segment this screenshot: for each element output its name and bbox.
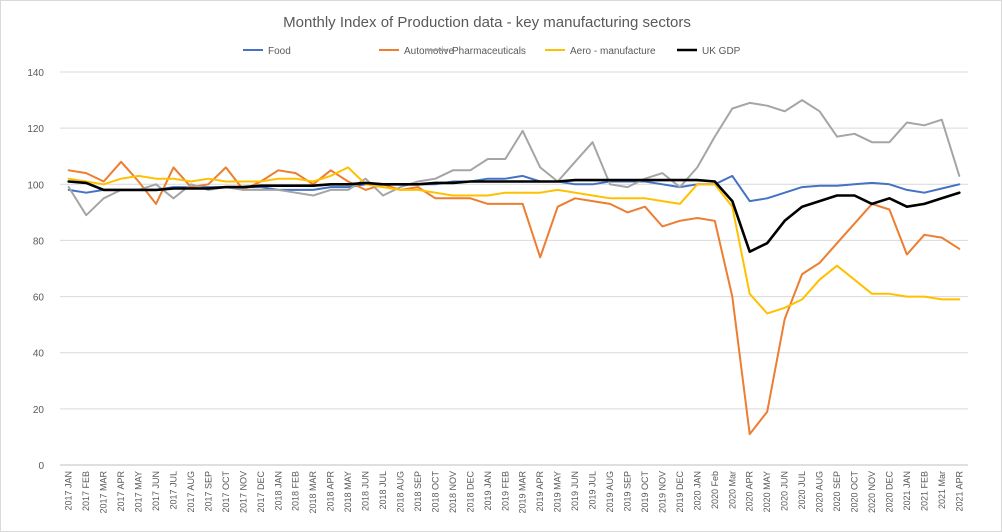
x-tick-label: 2018 MAR (308, 471, 318, 514)
legend-label-2: Automotive (404, 46, 454, 57)
x-tick-label: 2020 JUN (780, 471, 790, 511)
x-tick-label: 2021 FEB (919, 471, 929, 511)
x-tick-label: 2019 SEP (623, 471, 633, 512)
series-lines (67, 99, 961, 436)
x-tick-label: 2020 AUG (815, 471, 825, 513)
legend-label-1: Food (268, 46, 291, 57)
x-tick-label: 2017 JUN (151, 471, 161, 511)
x-tick-label: 2017 SEP (203, 471, 213, 512)
x-tick-label: 2018 JUN (361, 471, 371, 511)
x-tick-label: 2020 OCT (850, 471, 860, 513)
y-tick-label: 40 (33, 349, 45, 360)
legend-label-4: Aero - manufacture (570, 46, 656, 57)
x-tick-label: 2019 JUL (588, 471, 598, 510)
x-tick-label: 2017 JAN (64, 471, 74, 511)
x-tick-label: 2020 JUL (797, 471, 807, 510)
series-line-5 (67, 178, 961, 253)
x-tick-label: 2018 NOV (448, 471, 458, 513)
x-tick-label: 2020 JAN (692, 471, 702, 511)
y-tick-label: 140 (27, 68, 44, 79)
x-tick-label: 2020 APR (745, 471, 755, 512)
x-tick-label: 2020 SEP (832, 471, 842, 512)
x-tick-label: 2017 AUG (186, 471, 196, 513)
x-tick-label: 2017 DEC (256, 471, 266, 513)
x-tick-label: 2017 MAR (99, 471, 109, 514)
x-tick-label: 2019 MAR (518, 471, 528, 514)
x-tick-label: 2018 JAN (273, 471, 283, 511)
x-tick-label: 2017 APR (116, 471, 126, 512)
x-tick-label: 2017 NOV (238, 471, 248, 513)
x-tick-label: 2018 AUG (396, 471, 406, 513)
y-axis: 0 20 40 60 80 100 120 140 (27, 68, 44, 472)
y-tick-label: 60 (33, 293, 45, 304)
y-tick-label: 0 (38, 461, 44, 472)
x-tick-label: 2019 NOV (657, 471, 667, 513)
series-line-2 (67, 160, 961, 436)
y-tick-label: 100 (27, 180, 44, 191)
x-tick-label: 2020 Mar (727, 471, 737, 509)
x-tick-label: 2019 APR (535, 471, 545, 512)
x-tick-label: 2021 Mar (937, 471, 947, 509)
x-tick-label: 2019 JAN (483, 471, 493, 511)
x-tick-label: 2021 JAN (902, 471, 912, 511)
x-tick-label: 2021 APR (954, 471, 964, 512)
chart-title: Monthly Index of Production data - key m… (283, 14, 691, 31)
x-tick-label: 2018 OCT (430, 471, 440, 513)
x-tick-label: 2017 OCT (221, 471, 231, 513)
x-axis: 2017 JAN 2017 FEB 2017 MAR 2017 APR 2017 MAY… (64, 471, 965, 514)
x-tick-label: 2018 MAY (343, 471, 353, 512)
gridlines (60, 71, 968, 466)
y-tick-label: 80 (33, 236, 45, 247)
x-tick-label: 2018 SEP (413, 471, 423, 512)
x-tick-label: 2020 Feb (710, 471, 720, 509)
x-tick-label: 2019 OCT (640, 471, 650, 513)
x-tick-label: 2019 JUN (570, 471, 580, 511)
x-tick-label: 2018 APR (326, 471, 336, 512)
legend-label-5: UK GDP (702, 46, 741, 57)
x-tick-label: 2020 DEC (884, 471, 894, 513)
x-tick-label: 2020 MAY (762, 471, 772, 512)
series-line-4 (67, 166, 961, 315)
x-tick-label: 2019 AUG (605, 471, 615, 513)
x-tick-label: 2018 FEB (291, 471, 301, 511)
x-tick-label: 2020 NOV (867, 471, 877, 513)
x-tick-label: 2017 JUL (169, 471, 179, 510)
x-tick-label: 2019 FEB (500, 471, 510, 511)
x-tick-label: 2019 DEC (675, 471, 685, 513)
y-tick-label: 20 (33, 405, 45, 416)
x-tick-label: 2018 JUL (378, 471, 388, 510)
x-tick-label: 2017 MAY (134, 471, 144, 512)
y-tick-label: 120 (27, 124, 44, 135)
x-tick-label: 2017 FEB (81, 471, 91, 511)
legend-label-3: Pharmaceuticals (452, 46, 526, 57)
x-tick-label: 2018 DEC (465, 471, 475, 513)
x-tick-label: 2019 MAY (553, 471, 563, 512)
